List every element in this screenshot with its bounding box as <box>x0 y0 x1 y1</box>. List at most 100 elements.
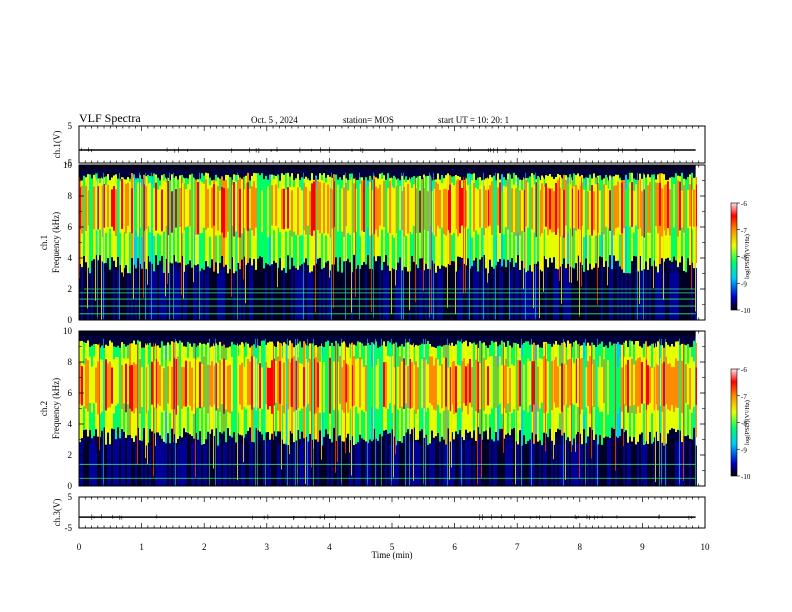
spectrogram-column-low <box>479 260 481 320</box>
spectrogram-column-low <box>651 267 653 320</box>
spectrogram-spike <box>679 338 680 486</box>
y-tick-label: 6 <box>68 388 73 398</box>
spectrogram-column-low <box>295 266 297 320</box>
spectrogram-column-low <box>421 437 423 486</box>
spectrogram-column-low <box>317 433 319 486</box>
spectrogram-column-core <box>235 368 237 408</box>
spectrogram-sferic <box>101 177 102 320</box>
spectrogram-sferic <box>181 177 182 295</box>
spectrogram-column-low <box>681 435 683 486</box>
spectrogram-column-core <box>225 359 227 410</box>
spectrogram-spike <box>659 338 660 486</box>
spectrogram-column-low <box>487 432 489 486</box>
spectrogram-sferic <box>413 343 414 481</box>
spectrogram-column-low <box>633 431 635 486</box>
spectrogram-column-low <box>629 269 631 320</box>
spectrogram-column-low <box>141 439 143 486</box>
spectrogram-column-core <box>113 359 115 414</box>
spectrogram-column-low <box>511 267 513 320</box>
spectrogram-column-core <box>319 182 321 234</box>
y-axis-label: ch.1(V) <box>52 131 62 159</box>
spectrogram-column-low <box>301 438 303 486</box>
spectrogram-column-low <box>361 443 363 486</box>
spectrogram-column-low <box>591 434 593 486</box>
spectrogram-column-core <box>627 359 629 413</box>
spectrogram-column-core <box>317 362 319 408</box>
spectrogram-column-core <box>283 188 285 230</box>
spectrogram-top-strip <box>79 165 696 170</box>
spectrogram-sferic <box>167 177 168 285</box>
y-tick-label: 8 <box>68 191 73 201</box>
spectrogram-column-core <box>277 356 279 411</box>
spectrogram-column-core <box>163 180 165 232</box>
spectrogram-column-low <box>117 433 119 486</box>
spectrogram-column-low <box>459 268 461 320</box>
y-axis-label: ch.2 <box>39 401 49 416</box>
spectrogram-sferic <box>183 177 184 299</box>
spectrogram-column-core <box>137 182 139 237</box>
spectrogram-column-low <box>235 273 237 320</box>
spectrogram-column-core <box>303 367 305 407</box>
spectrogram-column-low <box>207 434 209 486</box>
spectrogram-column-low <box>559 273 561 320</box>
spectrogram-column-low <box>357 264 359 320</box>
panel-ch2-spectrogram <box>79 331 697 486</box>
spectrogram-column-low <box>163 435 165 486</box>
spectrogram-column-core <box>191 367 193 411</box>
spectrogram-column-low <box>327 264 329 320</box>
spectrogram-column-low <box>339 439 341 486</box>
spectrogram-sferic <box>539 177 540 319</box>
spectrogram-column-core <box>381 178 383 230</box>
spectrogram-sferic <box>147 343 148 465</box>
spectrogram-column-core <box>459 365 461 409</box>
spectrogram-column-core <box>159 185 161 236</box>
spectrogram-column-core <box>657 182 659 234</box>
spectrogram-column-low <box>401 441 403 486</box>
spectrogram-column-core <box>83 364 85 407</box>
spectrogram-column-low <box>167 260 169 320</box>
spectrogram-sferic <box>391 177 392 315</box>
spectrogram-column-core <box>249 188 251 228</box>
spectrogram-column-low <box>619 441 621 486</box>
spectrogram-column-low <box>433 440 435 486</box>
spectrogram-column-low <box>361 263 363 320</box>
spectrogram-column-core <box>411 187 413 235</box>
spectrogram-column-low <box>131 270 133 320</box>
spectrogram-column-low <box>461 259 463 320</box>
spectrogram-column-core <box>361 359 363 411</box>
spectrogram-column-low <box>355 443 357 486</box>
spectrogram-column-low <box>517 443 519 486</box>
spectrogram-column-core <box>365 364 367 412</box>
spectrogram-column-core <box>273 179 275 231</box>
spectrogram-column-core <box>613 360 615 411</box>
spectrogram-column-core <box>299 187 301 236</box>
spectrogram-sferic <box>345 343 346 454</box>
spectrogram-column-core <box>149 182 151 233</box>
spectrogram-column-low <box>555 270 557 320</box>
spectrogram-column-low <box>205 273 207 320</box>
spectrogram-column-core <box>109 180 111 229</box>
y-axis-label: Frequency (kHz) <box>51 378 61 439</box>
spectrogram-column-low <box>595 439 597 486</box>
spectrogram-column-low <box>319 436 321 486</box>
spectrogram-column-low <box>307 259 309 320</box>
spectrogram-spike <box>367 338 368 486</box>
spectrogram-column-low <box>249 259 251 320</box>
spectrogram-column-core <box>573 363 575 405</box>
spectrogram-column-low <box>589 440 591 486</box>
spectrogram-column-low <box>181 444 183 486</box>
spectrogram-column-core <box>499 182 501 234</box>
spectrogram-sferic <box>515 343 516 485</box>
spectrogram-column-low <box>615 269 617 320</box>
spectrogram-column-low <box>625 267 627 320</box>
spectrogram-column-low <box>195 262 197 320</box>
spectrogram-column-low <box>419 444 421 486</box>
spectrogram-column-low <box>605 259 607 320</box>
spectrogram-column-core <box>275 361 277 403</box>
spectrogram-column-low <box>243 259 245 320</box>
spectrogram-column-core <box>505 358 507 414</box>
spectrogram-column-core <box>177 356 179 406</box>
spectrogram-column-core <box>207 189 209 228</box>
spectrogram-column-core <box>343 360 345 413</box>
